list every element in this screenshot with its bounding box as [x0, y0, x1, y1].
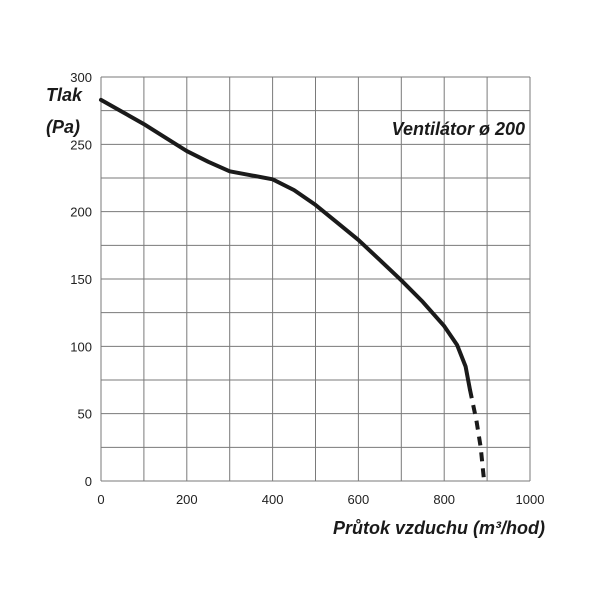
y-tick-label: 300 — [70, 70, 92, 85]
y-axis-title-line1: Tlak — [46, 85, 83, 105]
x-tick-label: 0 — [97, 492, 104, 507]
x-tick-label: 600 — [348, 492, 370, 507]
y-tick-label: 0 — [85, 474, 92, 489]
grid — [100, 76, 531, 482]
y-tick-label: 100 — [70, 339, 92, 354]
x-axis-title: Průtok vzduchu (m³/hod) — [333, 518, 545, 538]
y-tick-label: 200 — [70, 205, 92, 220]
y-tick-label: 50 — [78, 407, 92, 422]
y-axis-title-line2: (Pa) — [46, 117, 80, 137]
y-tick-label: 150 — [70, 272, 92, 287]
fan-curve-solid — [99, 97, 472, 392]
y-axis-ticks: 0 50 100 150 200 250 300 — [70, 70, 92, 489]
series-group — [99, 97, 487, 482]
x-tick-label: 800 — [433, 492, 455, 507]
x-tick-label: 1000 — [516, 492, 545, 507]
fan-curve-dashed — [467, 388, 487, 482]
x-tick-label: 400 — [262, 492, 284, 507]
y-tick-label: 250 — [70, 137, 92, 152]
fan-annotation: Ventilátor ø 200 — [392, 119, 525, 139]
x-axis-ticks: 0 200 400 600 800 1000 — [97, 492, 544, 507]
x-tick-label: 200 — [176, 492, 198, 507]
